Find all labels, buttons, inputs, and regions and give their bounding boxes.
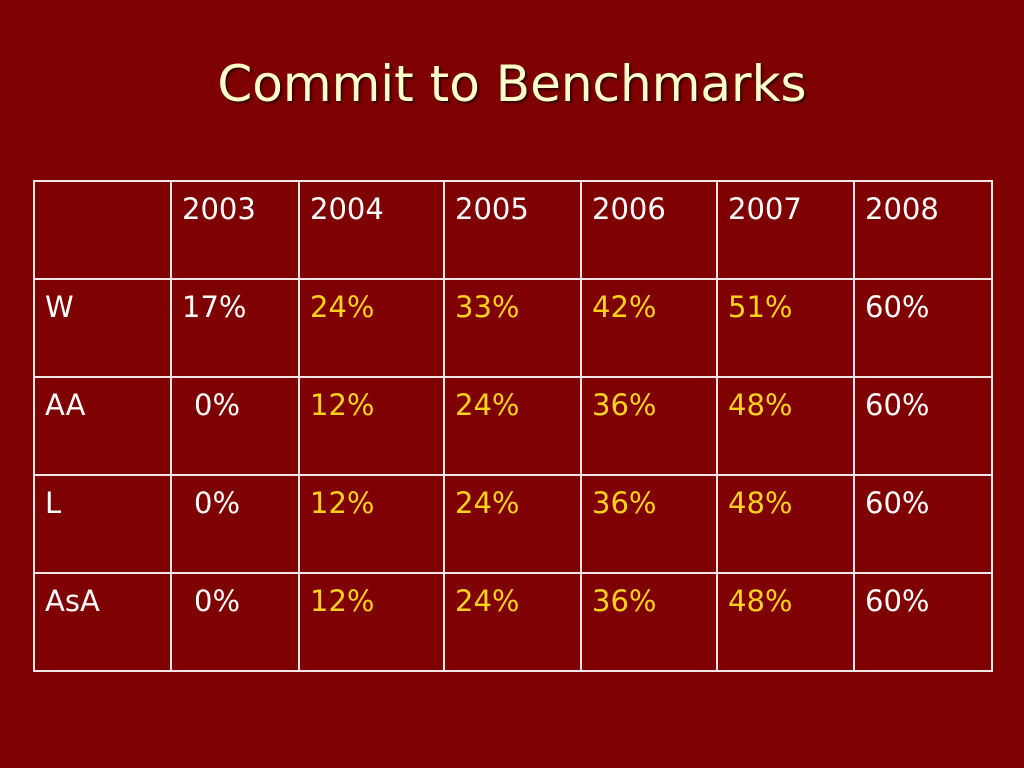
cell: 0%	[170, 474, 300, 574]
column-header: 2007	[716, 180, 855, 280]
row-label: AA	[33, 376, 172, 476]
column-header: 2006	[580, 180, 718, 280]
cell: 12%	[298, 376, 445, 476]
slide-title: Commit to Benchmarks	[217, 55, 807, 113]
column-header: 2005	[443, 180, 582, 280]
cell: 24%	[443, 474, 582, 574]
column-header: 2004	[298, 180, 445, 280]
cell: 36%	[580, 376, 718, 476]
cell: 36%	[580, 572, 718, 672]
row-label: L	[33, 474, 172, 574]
cell: 12%	[298, 572, 445, 672]
column-header: 2008	[853, 180, 993, 280]
row-label: W	[33, 278, 172, 378]
data-row: AsA 0% 12% 24% 36% 48% 60%	[33, 572, 993, 672]
cell: 42%	[580, 278, 718, 378]
cell: 60%	[853, 474, 993, 574]
data-row: L 0% 12% 24% 36% 48% 60%	[33, 474, 993, 574]
cell: 60%	[853, 572, 993, 672]
cell: 48%	[716, 474, 855, 574]
cell: 60%	[853, 278, 993, 378]
cell: 36%	[580, 474, 718, 574]
cell: 0%	[170, 376, 300, 476]
corner-cell	[33, 180, 172, 280]
row-label: AsA	[33, 572, 172, 672]
cell: 33%	[443, 278, 582, 378]
cell: 12%	[298, 474, 445, 574]
cell: 24%	[443, 376, 582, 476]
cell: 60%	[853, 376, 993, 476]
data-row: AA 0% 12% 24% 36% 48% 60%	[33, 376, 993, 476]
cell: 17%	[170, 278, 300, 378]
data-row: W 17% 24% 33% 42% 51% 60%	[33, 278, 993, 378]
header-row: 2003 2004 2005 2006 2007 2008	[33, 180, 993, 280]
cell: 24%	[443, 572, 582, 672]
column-header: 2003	[170, 180, 300, 280]
cell: 24%	[298, 278, 445, 378]
benchmark-table: 2003 2004 2005 2006 2007 2008 W 17% 24% 33% 42% 51%…	[33, 180, 993, 672]
cell: 0%	[170, 572, 300, 672]
cell: 51%	[716, 278, 855, 378]
cell: 48%	[716, 572, 855, 672]
cell: 48%	[716, 376, 855, 476]
